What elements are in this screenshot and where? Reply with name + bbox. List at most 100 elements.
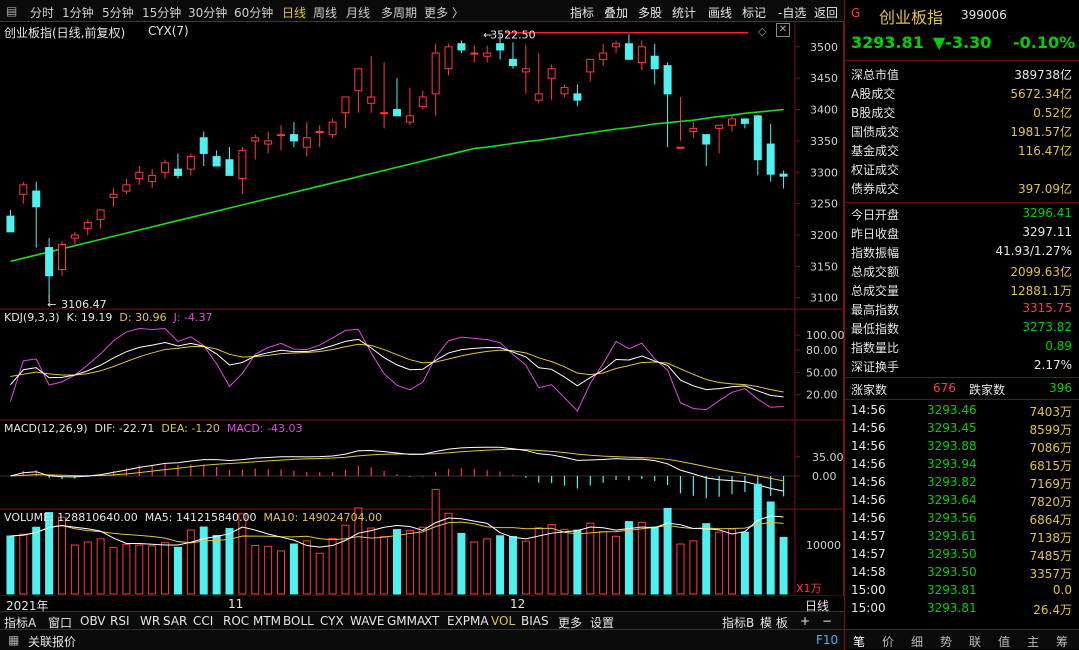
tick-row[interactable]: 14:56 3293.82 7169万: [845, 473, 1079, 492]
tick-volume: 7485万: [1029, 549, 1072, 563]
indicator-tab[interactable]: ROC: [223, 614, 250, 628]
indicator-tab[interactable]: 更多: [558, 616, 583, 630]
indicator-tab[interactable]: WAVE: [350, 614, 385, 628]
candle-body: [560, 87, 569, 95]
chart-area[interactable]: 3500 3450 3400 3350 3300 3250 3200 3150 3100 3522…: [0, 22, 845, 597]
kline-chart[interactable]: 3500 3450 3400 3350 3300 3250 3200 3150 3100 3522…: [0, 22, 845, 597]
tick-time: 14:56: [851, 421, 886, 435]
menu-icon[interactable]: ▤: [6, 4, 18, 18]
tool-button[interactable]: 画线: [708, 6, 733, 20]
tick-volume: 7403万: [1029, 405, 1072, 419]
tick-row[interactable]: 14:56 3293.56 6864万: [845, 509, 1079, 528]
candle-body: [6, 215, 15, 233]
period-tab[interactable]: 分时: [30, 6, 55, 20]
tick-row[interactable]: 14:57 3293.50 7485万: [845, 545, 1079, 564]
indicator-tab[interactable]: SAR: [163, 614, 188, 628]
tick-row[interactable]: 14:56 3293.46 7403万: [845, 401, 1079, 420]
x-axis-label: 12: [510, 597, 526, 611]
volume-bar: [676, 543, 685, 595]
indicator-tab[interactable]: 指标A: [4, 616, 37, 630]
panel-tab[interactable]: 价: [881, 635, 894, 649]
stat-row: 总成交量 12881.1万: [845, 280, 1079, 299]
tick-row[interactable]: 14:56 3293.88 7086万: [845, 437, 1079, 456]
tick-row[interactable]: 14:56 3293.94 6815万: [845, 455, 1079, 474]
tick-time: 15:00: [851, 601, 886, 615]
kdj-tick-label: 20.00: [806, 389, 838, 402]
declines-label: 跌家数: [969, 383, 1006, 397]
panel-tab[interactable]: 主: [1026, 635, 1039, 649]
indicator-tab[interactable]: RSI: [110, 614, 130, 628]
indicator-tab[interactable]: BOLL: [283, 614, 314, 628]
tool-button[interactable]: -自选: [778, 6, 807, 20]
tool-button[interactable]: 指标: [570, 6, 595, 20]
tool-button[interactable]: 叠加: [604, 6, 629, 20]
volume-bar: [199, 526, 208, 595]
indicator-tab[interactable]: WR: [140, 614, 161, 628]
indicator-tab[interactable]: VOL: [491, 614, 516, 628]
tick-row[interactable]: 14:56 3293.64 7820万: [845, 491, 1079, 510]
market-label: 国债成交: [851, 125, 900, 139]
market-value: 0.52亿: [1033, 106, 1072, 120]
volume-bar: [354, 507, 363, 595]
stat-value: 12881.1万: [1010, 284, 1072, 298]
stat-row: 总成交额 2099.63亿: [845, 261, 1079, 280]
panel-tab[interactable]: 细: [910, 635, 923, 649]
grid-icon[interactable]: ▦: [8, 633, 20, 647]
panel-tab[interactable]: 筹: [1055, 635, 1068, 649]
indicator-tab[interactable]: 窗口: [48, 616, 73, 630]
tick-row[interactable]: 14:57 3293.61 7138万: [845, 527, 1079, 546]
indicator-tab-right[interactable]: −: [822, 614, 833, 628]
panel-tab[interactable]: 值: [997, 635, 1010, 649]
indicator-tab-right[interactable]: 模 板: [760, 616, 788, 630]
x-axis-period-label: 日线: [805, 599, 830, 613]
period-tab[interactable]: 1分钟: [62, 6, 94, 20]
f10-key[interactable]: F10: [816, 633, 839, 647]
tick-row[interactable]: 14:58 3293.50 3357万: [845, 563, 1079, 582]
indicator-tab[interactable]: 设置: [590, 616, 615, 630]
panel-tab[interactable]: 联: [968, 635, 981, 649]
indicator-tab[interactable]: BIAS: [521, 614, 549, 628]
linked-quote-label[interactable]: 关联报价: [28, 635, 77, 649]
volume-bar: [405, 529, 414, 595]
period-tab[interactable]: 日线: [282, 6, 307, 20]
tick-row[interactable]: 14:56 3293.45 8599万: [845, 419, 1079, 438]
indicator-tab[interactable]: CYX: [320, 614, 344, 628]
y-tick-label: 3100: [810, 292, 838, 305]
indicator-tab[interactable]: GMMA: [387, 614, 426, 628]
diamond-icon[interactable]: ◇: [758, 25, 767, 38]
tool-button[interactable]: 统计: [672, 6, 697, 20]
high-annotation: 3522.50: [490, 28, 536, 41]
panel-tab[interactable]: 笔: [852, 635, 865, 649]
tick-row[interactable]: 15:00 3293.81 26.4万: [845, 599, 1079, 618]
candle-body: [367, 96, 376, 104]
period-tab[interactable]: 月线: [346, 6, 371, 20]
candle-body: [586, 58, 595, 73]
period-tab[interactable]: 5分钟: [102, 6, 134, 20]
period-tab[interactable]: 15分钟: [142, 6, 182, 20]
panel-tab[interactable]: 势: [939, 635, 952, 649]
indicator-tab-right[interactable]: 指标B: [722, 616, 755, 630]
period-tab[interactable]: 周线: [313, 6, 338, 20]
top-toolbar: ▤ 分时 1分钟 5分钟 15分钟 30分钟 60分钟 日线 周线 月线 多周期 更多 〉 指标 叠加…: [0, 0, 844, 22]
tool-button[interactable]: 标记: [742, 6, 767, 20]
close-icon[interactable]: ✕: [776, 23, 790, 37]
volume-tick-label: 10000: [806, 539, 841, 552]
volume-bar: [431, 488, 440, 595]
period-tab[interactable]: 多周期: [381, 6, 418, 20]
period-tab[interactable]: 30分钟: [188, 6, 228, 20]
tool-button[interactable]: 返回: [814, 6, 839, 20]
period-tab[interactable]: 60分钟: [234, 6, 274, 20]
y-tick-label: 3250: [810, 198, 838, 211]
indicator-tab[interactable]: MTM: [253, 614, 282, 628]
indicator-tab[interactable]: CCI: [193, 614, 214, 628]
indicator-tab[interactable]: XT: [424, 614, 440, 628]
tool-button[interactable]: 多股: [638, 6, 663, 20]
indicator-tab[interactable]: EXPMA: [447, 614, 489, 628]
indicator-tab[interactable]: OBV: [80, 614, 106, 628]
tick-row[interactable]: 15:00 3293.81 0.0: [845, 581, 1079, 600]
candle-body: [83, 221, 92, 230]
stat-label: 指数量比: [851, 341, 900, 355]
period-tab[interactable]: 更多 〉: [424, 6, 464, 20]
volume-ma5-value: MA5: 141215840.00: [144, 511, 257, 524]
indicator-tab-right[interactable]: +: [800, 614, 811, 628]
